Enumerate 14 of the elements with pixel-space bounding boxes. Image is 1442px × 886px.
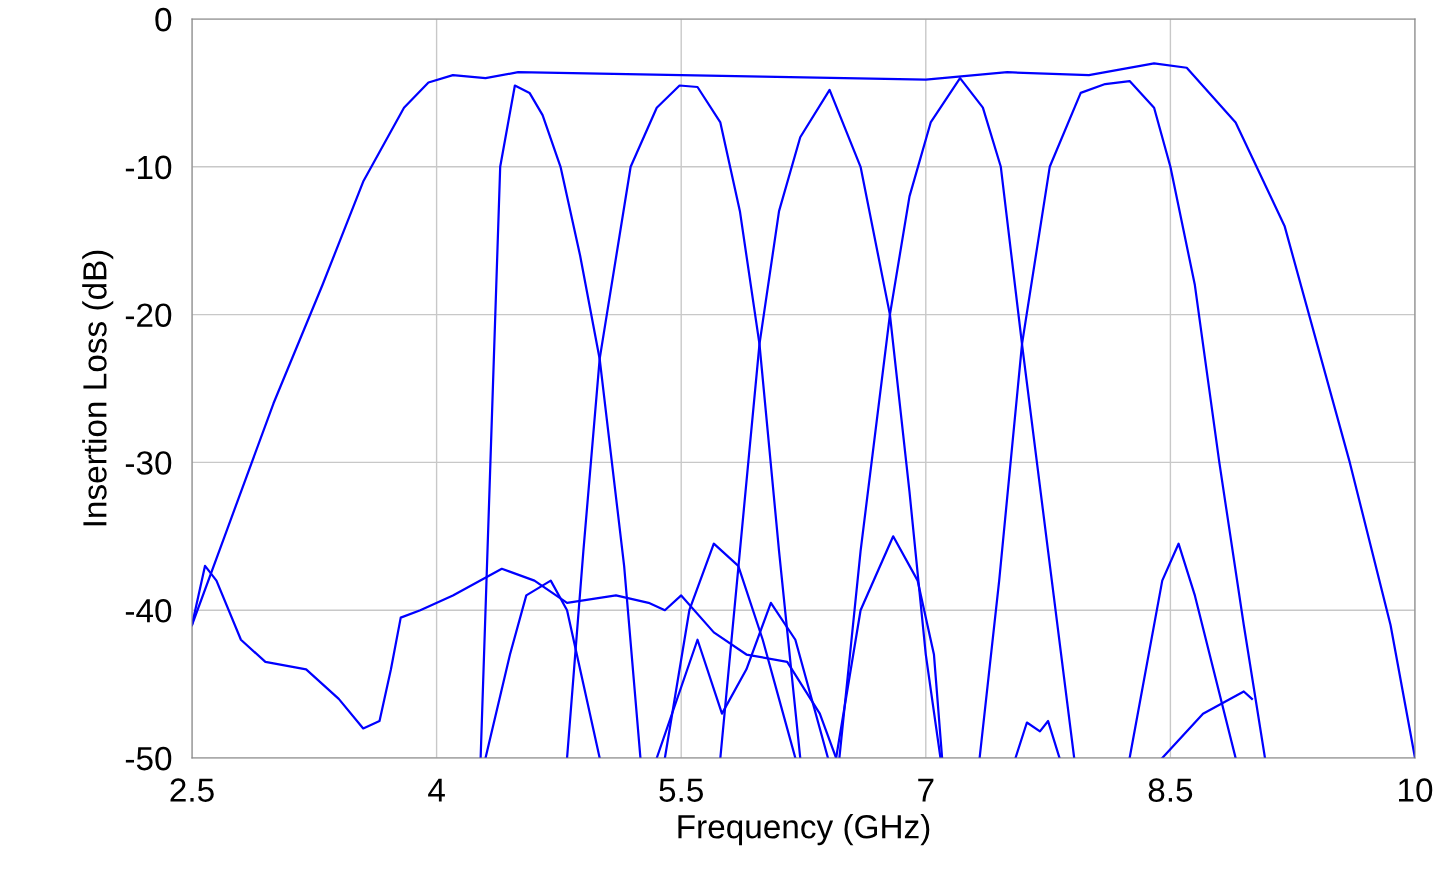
y-tick-label: 0 — [155, 7, 172, 32]
y-tick-label: -50 — [125, 746, 172, 771]
x-tick-label: 5.5 — [659, 778, 703, 802]
x-tick-label: 4 — [428, 778, 445, 802]
y-tick-label: -30 — [125, 451, 172, 475]
x-tick-label: 2.5 — [170, 778, 214, 802]
y-axis-title: Insertion Loss (dB) — [82, 250, 114, 526]
x-tick-label: 10 — [1399, 778, 1433, 802]
x-tick-label: 7 — [918, 778, 934, 802]
x-tick-label: 8.5 — [1148, 778, 1193, 802]
y-tick-label: -40 — [125, 599, 172, 623]
x-axis-title: Frequency (GHz) — [678, 814, 930, 846]
y-tick-label: -10 — [125, 155, 172, 180]
y-tick-label: -20 — [125, 303, 172, 328]
